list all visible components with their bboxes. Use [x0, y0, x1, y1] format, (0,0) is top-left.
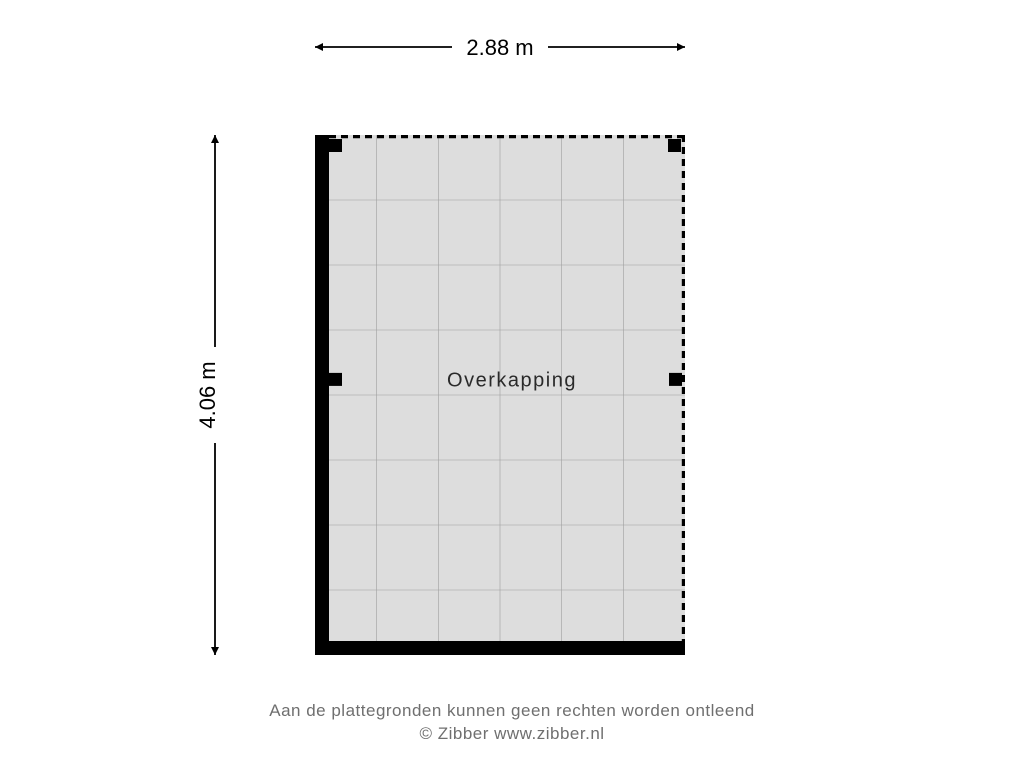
floorplan-svg: Overkapping 2.88 m 4.06 m — [0, 0, 1024, 768]
copyright-text: © Zibber www.zibber.nl — [0, 723, 1024, 746]
wall-left — [315, 135, 329, 655]
disclaimer-text: Aan de plattegronden kunnen geen rechten… — [0, 700, 1024, 723]
post — [329, 139, 342, 152]
floorplan-canvas: Overkapping 2.88 m 4.06 m Aan de plattegro… — [0, 0, 1024, 768]
post — [669, 373, 682, 386]
footer: Aan de plattegronden kunnen geen rechten… — [0, 700, 1024, 746]
dimension-label-width: 2.88 m — [466, 35, 533, 60]
post — [329, 373, 342, 386]
room-label: Overkapping — [447, 369, 577, 391]
post — [668, 139, 681, 152]
wall-bottom — [315, 641, 685, 655]
dimension-label-height: 4.06 m — [195, 361, 220, 428]
